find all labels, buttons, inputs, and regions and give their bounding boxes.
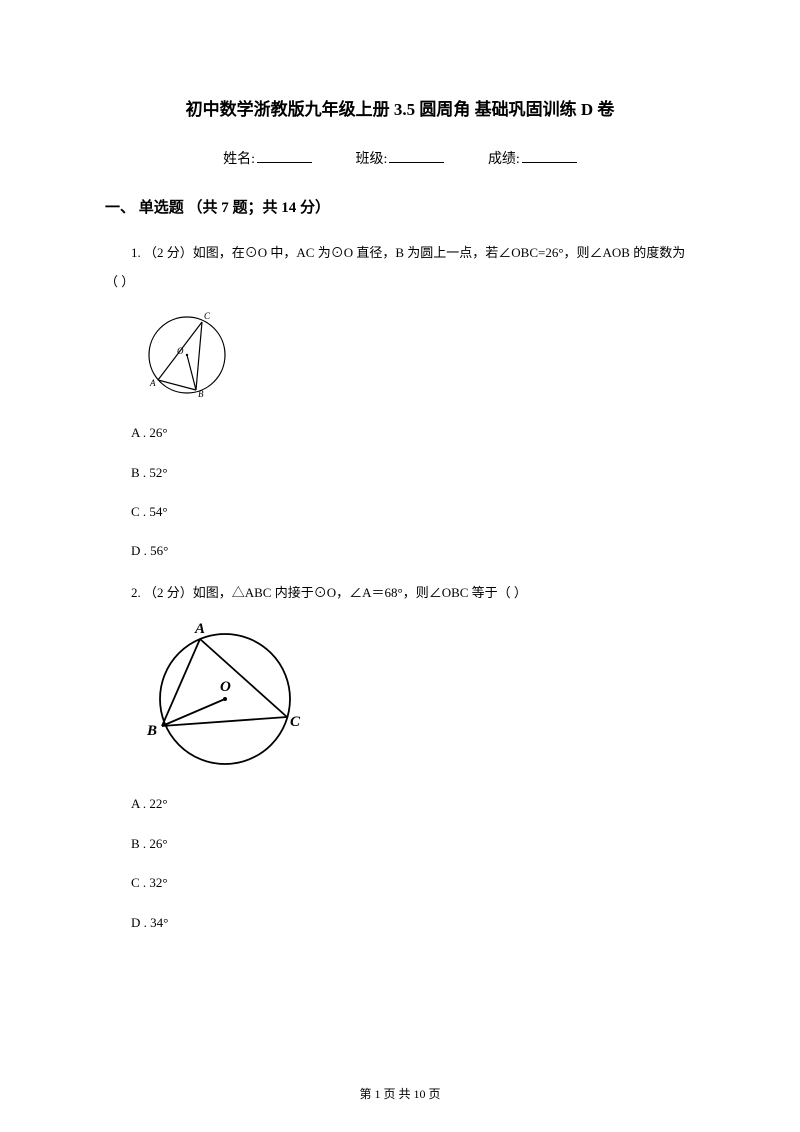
svg-text:O: O [220,679,231,695]
svg-text:A: A [149,378,156,388]
info-line: 姓名: 班级: 成绩: [105,148,695,168]
score-blank [522,162,577,163]
svg-text:C: C [290,714,301,730]
section-header: 一、 单选题 （共 7 题；共 14 分） [105,196,695,217]
question-1-text: 1. （2 分）如图，在⊙O 中，AC 为⊙O 直径，B 为圆上一点，若∠OBC… [105,239,695,296]
score-field: 成绩: [488,148,577,168]
q1-option-d: D . 56° [131,539,695,562]
class-label: 班级: [356,152,388,167]
question-2-figure: A O B C [137,619,695,774]
svg-text:B: B [198,389,204,399]
q2-option-b: B . 26° [131,832,695,855]
q2-option-a: A . 22° [131,792,695,815]
q1-option-c: C . 54° [131,500,695,523]
svg-text:O: O [177,346,184,356]
page-footer: 第 1 页 共 10 页 [0,1085,800,1102]
class-blank [389,162,444,163]
svg-text:A: A [194,621,205,637]
class-field: 班级: [356,148,445,168]
question-2-text: 2. （2 分）如图，△ABC 内接于⊙O，∠A＝68°，则∠OBC 等于（ ） [105,579,695,608]
q1-option-a: A . 26° [131,421,695,444]
score-label: 成绩: [488,152,520,167]
name-field: 姓名: [223,148,312,168]
q2-option-c: C . 32° [131,871,695,894]
q1-option-b: B . 52° [131,461,695,484]
q2-option-d: D . 34° [131,911,695,934]
name-label: 姓名: [223,152,255,167]
page-title: 初中数学浙教版九年级上册 3.5 圆周角 基础巩固训练 D 卷 [105,95,695,120]
svg-text:C: C [204,311,211,321]
question-1-figure: C O A B [137,308,695,403]
svg-text:B: B [146,723,157,739]
name-blank [257,162,312,163]
